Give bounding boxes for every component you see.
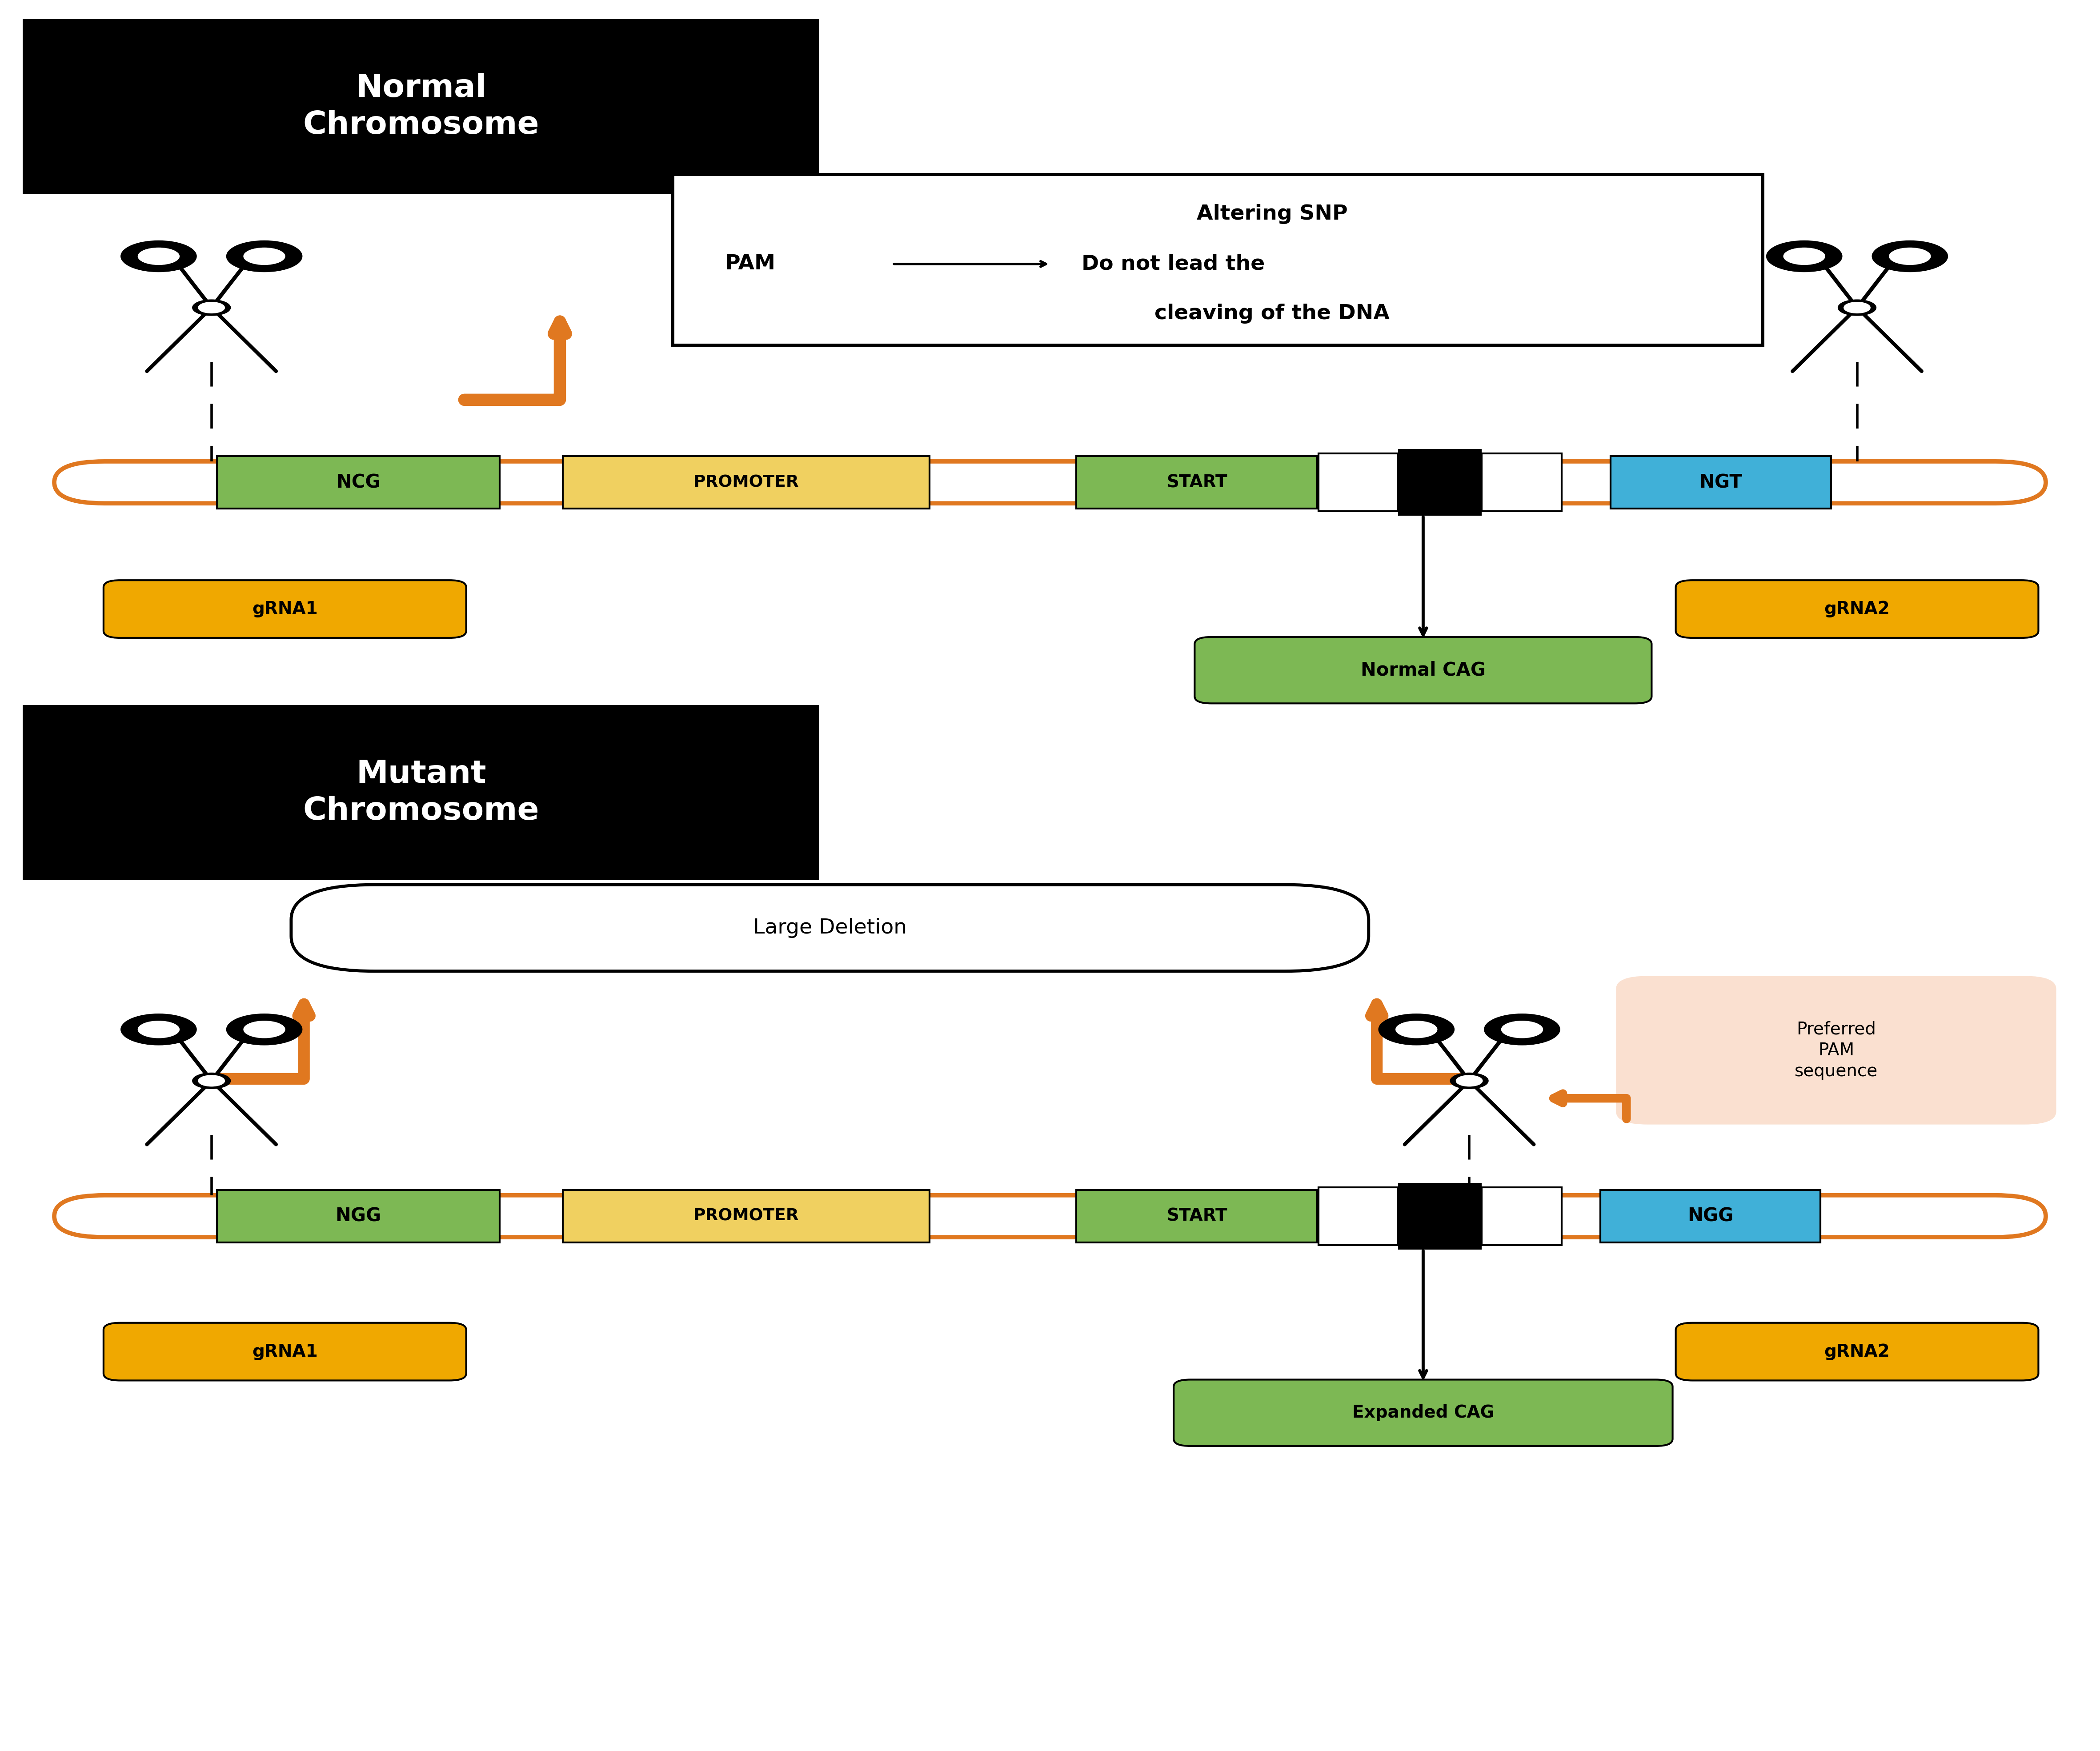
FancyBboxPatch shape [103, 580, 466, 637]
FancyBboxPatch shape [563, 1191, 930, 1243]
FancyBboxPatch shape [103, 1322, 466, 1380]
Text: PROMOTER: PROMOTER [693, 1208, 798, 1224]
Text: Expanded CAG: Expanded CAG [1352, 1404, 1495, 1422]
FancyBboxPatch shape [1483, 454, 1562, 511]
Text: gRNA2: gRNA2 [1825, 1343, 1890, 1361]
FancyBboxPatch shape [1195, 637, 1651, 704]
Text: PAM: PAM [724, 254, 775, 273]
FancyBboxPatch shape [1174, 1380, 1672, 1446]
Circle shape [1501, 1021, 1544, 1038]
FancyBboxPatch shape [1676, 1322, 2039, 1380]
Circle shape [120, 240, 197, 271]
FancyBboxPatch shape [1611, 457, 1831, 508]
Text: START: START [1166, 1208, 1226, 1224]
FancyBboxPatch shape [1676, 580, 2039, 637]
FancyBboxPatch shape [216, 1191, 500, 1243]
FancyBboxPatch shape [23, 19, 819, 194]
Circle shape [1394, 1021, 1436, 1038]
FancyBboxPatch shape [1075, 457, 1317, 508]
FancyBboxPatch shape [672, 175, 1762, 345]
Text: NGG: NGG [1688, 1206, 1732, 1226]
FancyBboxPatch shape [1075, 1191, 1317, 1243]
Circle shape [227, 240, 302, 271]
Text: Normal CAG: Normal CAG [1361, 660, 1485, 679]
Circle shape [197, 1075, 225, 1086]
FancyBboxPatch shape [23, 706, 819, 879]
Text: NGG: NGG [336, 1206, 382, 1226]
FancyBboxPatch shape [55, 462, 2045, 503]
Text: START: START [1166, 475, 1226, 490]
Text: PROMOTER: PROMOTER [693, 475, 798, 490]
Circle shape [193, 1073, 231, 1089]
FancyBboxPatch shape [1617, 975, 2056, 1124]
Text: NGT: NGT [1699, 473, 1743, 492]
Circle shape [1888, 247, 1930, 264]
Circle shape [193, 299, 231, 315]
Circle shape [1455, 1075, 1483, 1086]
Text: NCG: NCG [336, 473, 380, 492]
Text: gRNA2: gRNA2 [1825, 601, 1890, 618]
Circle shape [1783, 247, 1825, 264]
Text: Large Deletion: Large Deletion [754, 918, 907, 939]
FancyBboxPatch shape [1483, 1187, 1562, 1245]
Text: Preferred
PAM
sequence: Preferred PAM sequence [1796, 1021, 1877, 1080]
FancyBboxPatch shape [1399, 1184, 1483, 1250]
Circle shape [139, 247, 181, 264]
Text: gRNA1: gRNA1 [252, 601, 317, 618]
Circle shape [139, 1021, 181, 1038]
Text: cleaving of the DNA: cleaving of the DNA [1155, 303, 1390, 324]
FancyBboxPatch shape [216, 457, 500, 508]
Text: Mutant
Chromosome: Mutant Chromosome [302, 758, 540, 826]
FancyBboxPatch shape [1399, 450, 1483, 515]
Circle shape [244, 247, 286, 264]
Circle shape [227, 1014, 302, 1045]
FancyBboxPatch shape [1319, 1187, 1399, 1245]
Circle shape [1871, 240, 1949, 271]
Text: Do not lead the: Do not lead the [1082, 254, 1264, 273]
Text: Altering SNP: Altering SNP [1197, 205, 1348, 224]
Circle shape [1378, 1014, 1455, 1045]
FancyBboxPatch shape [1600, 1191, 1821, 1243]
Circle shape [120, 1014, 197, 1045]
FancyBboxPatch shape [292, 884, 1369, 972]
Circle shape [1838, 299, 1875, 315]
FancyBboxPatch shape [55, 1196, 2045, 1238]
Circle shape [1844, 303, 1871, 313]
FancyBboxPatch shape [563, 457, 930, 508]
Circle shape [197, 303, 225, 313]
Circle shape [1766, 240, 1842, 271]
Text: gRNA1: gRNA1 [252, 1343, 317, 1361]
Circle shape [244, 1021, 286, 1038]
FancyBboxPatch shape [1319, 454, 1399, 511]
Text: Normal
Chromosome: Normal Chromosome [302, 74, 540, 140]
Circle shape [1485, 1014, 1560, 1045]
Circle shape [1451, 1073, 1489, 1089]
